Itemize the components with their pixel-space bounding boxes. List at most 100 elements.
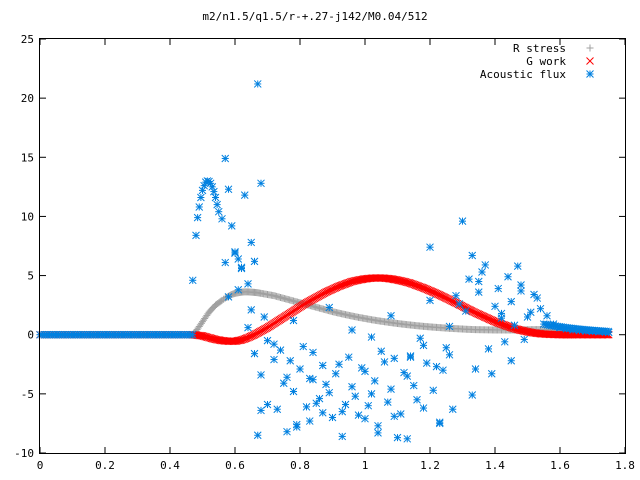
data-point: [263, 336, 272, 345]
data-point: [472, 309, 481, 318]
series-2: [36, 274, 613, 346]
data-point: [494, 284, 503, 293]
data-point: [351, 392, 360, 401]
x-tick-label: 1: [362, 459, 369, 472]
data-point: [211, 193, 220, 202]
data-point: [214, 207, 223, 216]
data-point: [424, 286, 433, 295]
data-point: [244, 279, 252, 288]
data-point: [210, 187, 218, 196]
data-point: [260, 313, 269, 321]
data-point: [331, 369, 340, 378]
x-axis-ticks: 0 0.2 0.4 0.6 0.8 1 1.2 1.4 1.6 1.8: [37, 39, 635, 472]
data-point: [458, 217, 467, 226]
data-point: [354, 411, 363, 420]
data-point: [482, 313, 490, 322]
data-point: [257, 179, 265, 188]
data-point: [231, 249, 239, 257]
data-point: [526, 308, 535, 317]
data-point: [289, 387, 298, 396]
data-point: [471, 365, 480, 373]
data-point: [348, 382, 356, 391]
x-tick-label: 0.8: [290, 459, 310, 472]
data-point: [474, 310, 482, 318]
y-tick-label: 0: [27, 329, 34, 342]
legend-marker: [586, 70, 594, 78]
data-point: [195, 203, 204, 211]
data-point: [442, 343, 451, 352]
data-point: [208, 183, 217, 191]
data-point: [474, 277, 483, 286]
data-point: [292, 423, 301, 431]
data-point: [428, 287, 437, 296]
chart-title: m2/n1.5/q1.5/r-+.27-j142/M0.04/512: [202, 10, 427, 23]
data-point: [396, 410, 405, 418]
data-point: [253, 80, 262, 88]
data-point: [390, 412, 399, 421]
data-point: [367, 390, 376, 398]
data-point: [491, 302, 499, 311]
data-point: [273, 405, 282, 414]
y-tick-label: 10: [21, 210, 34, 223]
data-point: [422, 359, 431, 367]
data-point: [435, 418, 444, 427]
data-point: [465, 275, 473, 283]
data-point: [489, 317, 498, 325]
data-point: [270, 355, 278, 364]
x-tick-label: 0.6: [225, 459, 245, 472]
data-point: [327, 285, 336, 294]
data-point: [507, 356, 516, 365]
data-point: [227, 222, 236, 230]
data-point: [374, 421, 382, 430]
data-point: [452, 291, 460, 300]
data-point: [533, 294, 542, 302]
data-point: [247, 238, 256, 247]
data-point: [374, 429, 382, 437]
data-point: [245, 333, 254, 341]
data-point: [403, 434, 412, 443]
data-point: [517, 281, 525, 289]
data-point: [322, 288, 330, 296]
data-point: [430, 288, 438, 297]
data-point: [331, 284, 339, 292]
x-tick-label: 1.8: [615, 459, 635, 472]
data-point: [224, 293, 233, 301]
x-tick-label: 0.2: [95, 459, 115, 472]
data-point: [510, 321, 519, 330]
data-point: [485, 315, 494, 324]
x-tick-label: 1.6: [550, 459, 570, 472]
data-point: [419, 284, 428, 292]
data-point: [329, 284, 338, 293]
data-point: [188, 276, 197, 285]
data-point: [341, 400, 350, 409]
data-point: [475, 310, 484, 319]
data-point: [323, 287, 332, 296]
data-point: [335, 360, 343, 369]
data-point: [370, 376, 379, 385]
data-point: [242, 334, 251, 342]
data-point: [263, 400, 272, 409]
data-point: [302, 403, 311, 411]
data-point: [276, 346, 285, 354]
data-point: [390, 354, 399, 363]
data-point: [520, 335, 529, 344]
data-point: [478, 311, 486, 320]
data-point: [244, 323, 252, 332]
data-point: [487, 316, 495, 324]
data-point: [471, 308, 480, 317]
data-point: [250, 257, 259, 266]
data-point: [192, 231, 200, 240]
data-point: [213, 200, 221, 209]
data-point: [393, 433, 402, 442]
data-point: [333, 282, 342, 291]
data-point: [383, 398, 392, 406]
data-point: [247, 306, 256, 314]
data-point-baseline: [188, 330, 197, 339]
data-point: [387, 311, 395, 320]
data-point: [248, 332, 256, 340]
data-point: [361, 414, 369, 423]
data-point: [507, 297, 516, 306]
data-point: [305, 417, 314, 425]
y-tick-label: -5: [21, 388, 34, 401]
